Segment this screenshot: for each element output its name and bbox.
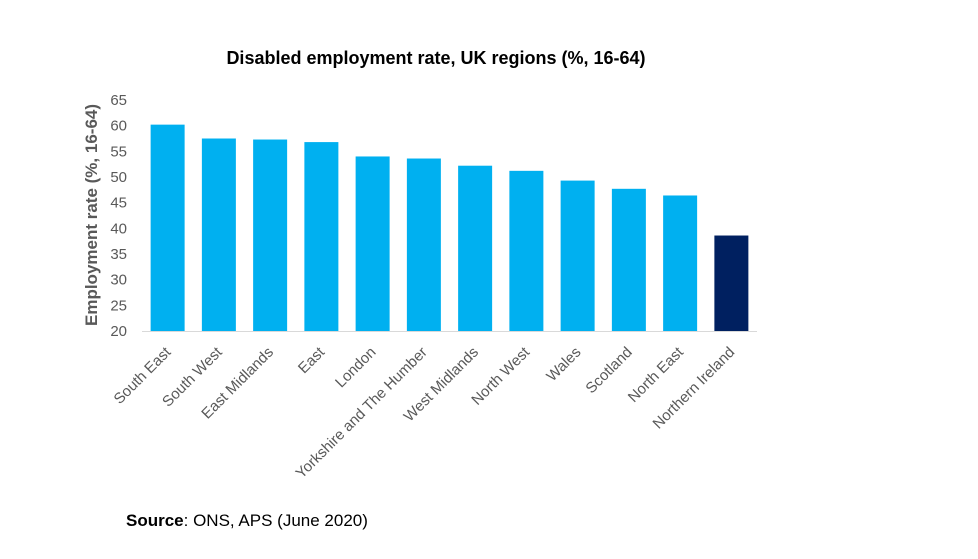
y-tick-label: 40 bbox=[110, 220, 127, 237]
x-tick-label: Wales bbox=[543, 344, 584, 385]
bar-east bbox=[304, 142, 339, 331]
x-tick-label: East bbox=[295, 343, 329, 377]
bar-north-west bbox=[509, 170, 544, 331]
bar-south-east bbox=[150, 124, 185, 331]
bar-east-midlands bbox=[253, 139, 288, 331]
y-axis: 20 25 30 35 40 45 50 55 60 65 bbox=[110, 92, 127, 340]
y-tick-label: 25 bbox=[110, 297, 127, 314]
bar-south-west bbox=[201, 138, 236, 331]
x-tick-label: London bbox=[332, 344, 379, 391]
y-tick-label: 45 bbox=[110, 195, 127, 212]
source-label: Source bbox=[126, 511, 184, 530]
bar-scotland bbox=[611, 188, 646, 331]
y-tick-label: 30 bbox=[110, 272, 127, 289]
y-tick-label: 55 bbox=[110, 143, 127, 160]
y-tick-label: 60 bbox=[110, 118, 127, 135]
bar-north-east bbox=[663, 195, 698, 331]
y-tick-label: 35 bbox=[110, 246, 127, 263]
bar-london bbox=[355, 156, 390, 331]
y-axis-label: Employment rate (%, 16-64) bbox=[82, 104, 101, 326]
y-tick-label: 50 bbox=[110, 169, 127, 186]
y-tick-label: 20 bbox=[110, 323, 127, 340]
bars bbox=[150, 124, 749, 331]
source-text: : ONS, APS (June 2020) bbox=[183, 511, 368, 530]
bar-northern-ireland bbox=[714, 235, 749, 331]
y-tick-label: 65 bbox=[110, 92, 127, 109]
bar-west-midlands bbox=[458, 165, 493, 331]
x-tick-label: Scotland bbox=[582, 344, 635, 397]
source-note: Source: ONS, APS (June 2020) bbox=[126, 511, 368, 531]
chart-title: Disabled employment rate, UK regions (%,… bbox=[226, 48, 645, 68]
bar-yorkshire-and-the-humber bbox=[406, 158, 441, 331]
bar-wales bbox=[560, 180, 595, 331]
